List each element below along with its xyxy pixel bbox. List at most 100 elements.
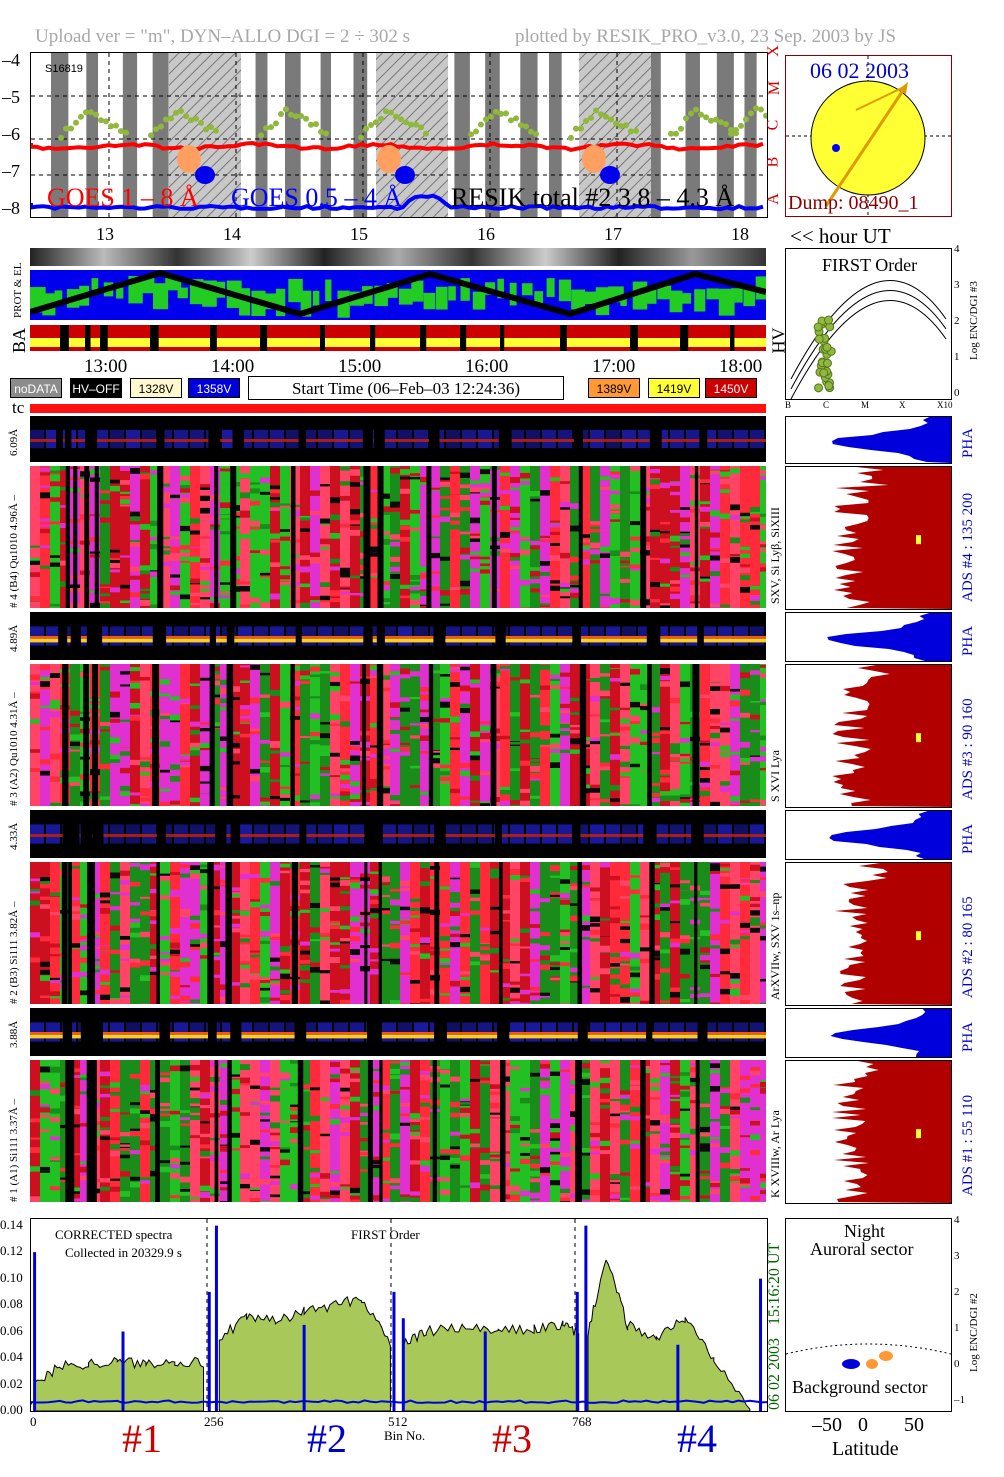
channel-range-label: # 3 (A2) Qu1010 4.31Å – (8, 692, 20, 806)
first-order-right-label: Log ENC/DGI #3 (968, 281, 980, 360)
resik-data-point (753, 105, 759, 112)
resik-data-point (403, 119, 409, 126)
spectrum-time-vertical: 15:16:20 UT (766, 1242, 783, 1325)
latitude-bottom-label: Background sector (792, 1377, 928, 1397)
channel-pha-tag: PHA (960, 427, 976, 458)
latitude-y-tick: 4 (954, 1214, 960, 1226)
resik-data-point (58, 134, 64, 141)
goes-gap-band (152, 53, 169, 217)
resik-data-point (578, 125, 584, 132)
legend-resik-total: RESIK total #2 3.8 – 4.3 Å (451, 183, 735, 212)
resik-data-point (618, 123, 624, 130)
blue-baseline (31, 1399, 767, 1405)
resik-data-point (668, 130, 674, 137)
orbit-hour-tick: 16 (477, 224, 495, 244)
goes-y-tick: –8 (2, 198, 20, 218)
pha-strip-3 (30, 810, 766, 858)
spectrum-y-tick: 0.08 (0, 1296, 23, 1312)
resik-data-point (588, 114, 594, 121)
legend-goes-1-8: GOES 1 – 8 Å (47, 183, 199, 212)
proton-green-patch (669, 290, 683, 313)
first-order-x-tick: C (823, 400, 830, 410)
resik-data-point (473, 128, 479, 135)
time-tick: 18:00 (719, 356, 763, 377)
goes-gap-band (648, 53, 661, 217)
goes-gap-band (744, 53, 757, 217)
goes-gap-band (454, 53, 470, 217)
ba-gap (730, 325, 735, 351)
spectrum-note-collected: Collected in 20329.9 s (65, 1245, 182, 1260)
ba-gap (420, 325, 427, 351)
first-order-x-tick: B (785, 400, 792, 410)
pha-wavelength-label: 6.09Å (8, 428, 20, 456)
proton-green-patch (312, 290, 320, 306)
sat-badge: S16819 (45, 63, 83, 75)
goes-gap-band (716, 53, 734, 217)
first-order-y-tick: 1 (954, 351, 960, 363)
resik-data-point (68, 125, 74, 132)
section-label-2: #2 (307, 1416, 347, 1461)
time-tick: 16:00 (465, 356, 509, 377)
channel-lines-label: SXV, Si Lyβ, SiXIII (768, 507, 782, 604)
goes-y-tick: –7 (2, 161, 20, 181)
proton-green-patch (694, 289, 706, 312)
resik-data-point (573, 125, 579, 132)
legend-box-1419v: 1419V (648, 378, 700, 398)
pha-strip-1 (30, 416, 766, 462)
latitude-x-tick: 50 (904, 1414, 924, 1436)
proton-green-patch (423, 292, 436, 310)
dump-label: Dump: 08490_1 (788, 192, 919, 214)
time-tick: 13:00 (84, 356, 128, 377)
goes-gap-band (685, 53, 700, 217)
saa-blue-blob (395, 166, 415, 184)
resik-data-point (173, 109, 179, 116)
resik-data-point (528, 128, 534, 135)
proton-green-patch (681, 293, 691, 304)
spectrum-y-tick: 0.14 (0, 1216, 23, 1232)
goes-y-tick: –5 (2, 87, 20, 107)
channel-range-label: # 4 (B4) Qu1010 4.96Å – (8, 494, 20, 608)
first-order-point (822, 358, 832, 368)
resik-data-point (158, 123, 164, 130)
spectrum-x-tick: 512 (388, 1414, 408, 1429)
resik-data-point (533, 130, 539, 137)
ads-histogram-2 (785, 664, 952, 808)
channel-ads-label: ADS #2 : 80 165 (960, 896, 976, 998)
latitude-y-tick: 2 (954, 1286, 960, 1298)
resik-data-point (388, 109, 394, 116)
resik-data-point (728, 130, 734, 137)
resik-data-point (123, 129, 129, 136)
resik-data-point (168, 115, 174, 122)
ba-gap (460, 325, 467, 351)
resik-data-point (408, 121, 414, 128)
resik-data-point (703, 114, 709, 121)
resik-data-point (98, 117, 104, 124)
ba-gap (210, 325, 217, 351)
goes-gap-band (122, 53, 138, 217)
saa-blue-blob (195, 166, 215, 184)
goes-y-tick: –4 (2, 50, 20, 70)
orbit-hour-tick: 18 (731, 224, 749, 244)
channel-range-label: # 1 (A1) Si111 3.37Å – (8, 1098, 20, 1202)
latitude-title-night: Night (844, 1221, 886, 1241)
resik-data-point (733, 126, 739, 133)
saa-hatched-region (376, 53, 448, 217)
resik-data-point (468, 131, 474, 138)
resik-data-point (288, 111, 294, 118)
channel-ads-label: ADS #4 : 135 200 (960, 492, 976, 602)
spectrum-x-tick: 768 (572, 1414, 592, 1429)
resik-data-point (208, 124, 214, 131)
first-order-x-tick: X (899, 400, 906, 410)
resik-data-point (423, 130, 429, 137)
first-order-x-tick: M (861, 400, 870, 410)
resik-data-point (298, 113, 304, 120)
resik-data-point (263, 125, 269, 132)
goes-class-letter: B (764, 156, 782, 168)
resik-data-point (633, 127, 639, 134)
ba-gap (85, 325, 91, 351)
proton-green-patch (91, 278, 99, 290)
first-order-svg (790, 280, 947, 399)
spectrum-note-first-order: FIRST Order (351, 1227, 420, 1242)
resik-data-point (198, 119, 204, 126)
spectrum-x-tick: 0 (30, 1414, 37, 1429)
